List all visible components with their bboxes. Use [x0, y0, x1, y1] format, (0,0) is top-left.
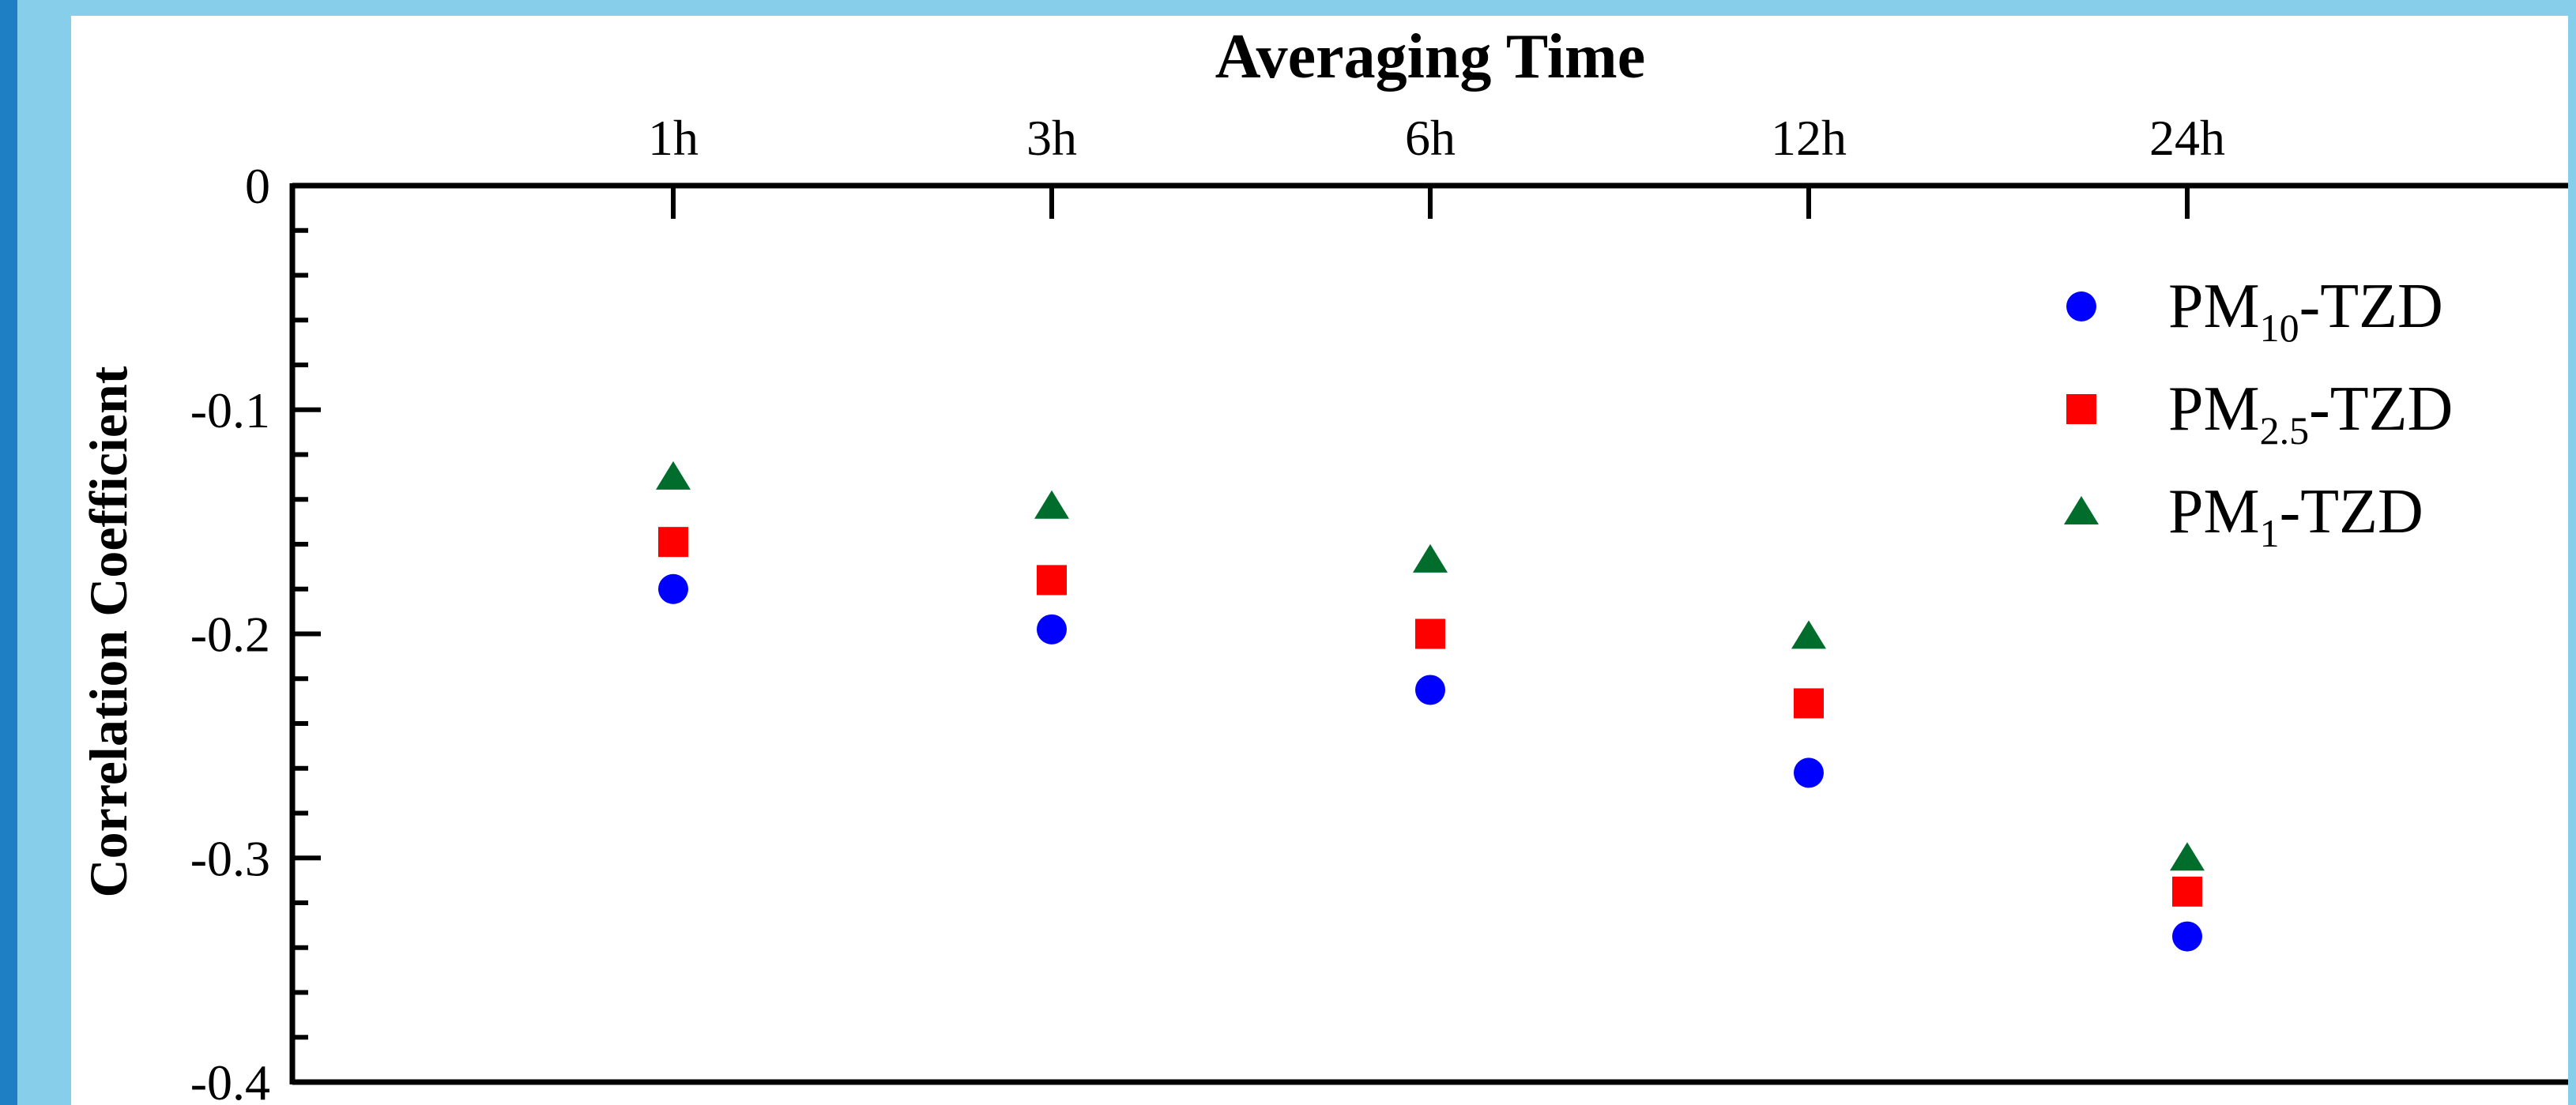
data-point-triangle	[2170, 842, 2205, 871]
data-point-square	[2172, 876, 2202, 907]
x-tick-label: 24h	[2149, 110, 2225, 166]
x-tick-label: 1h	[648, 110, 699, 166]
y-tick-label: 0	[245, 158, 270, 214]
data-point-triangle	[1413, 543, 1448, 573]
legend-label: PM2.5-TZD	[2168, 374, 2453, 453]
data-point-circle	[1037, 614, 1067, 645]
data-point-square	[658, 527, 688, 558]
left-edge-stripe	[0, 0, 17, 1105]
chart-title: Averaging Time	[1215, 22, 1645, 92]
legend-label: PM10-TZD	[2168, 272, 2443, 350]
y-tick-label: -0.2	[190, 607, 270, 663]
data-point-triangle	[656, 460, 691, 490]
x-tick-label: 12h	[1771, 110, 1847, 166]
chart-panel	[71, 16, 2568, 1105]
legend-marker-triangle	[2064, 496, 2099, 524]
legend-label: PM1-TZD	[2168, 477, 2423, 555]
data-point-square	[1037, 565, 1067, 596]
data-point-circle	[1415, 675, 1445, 705]
data-point-square	[1415, 618, 1445, 649]
data-point-triangle	[1791, 620, 1826, 649]
data-point-circle	[2172, 921, 2202, 952]
data-point-triangle	[1034, 490, 1069, 519]
legend-marker-square	[2066, 394, 2096, 424]
x-tick-label: 6h	[1405, 110, 1456, 166]
y-axis-label: Correlation Coefficient	[78, 366, 138, 897]
data-point-square	[1794, 688, 1824, 719]
legend-marker-circle	[2066, 291, 2096, 321]
x-tick-label: 3h	[1026, 110, 1077, 166]
y-tick-label: -0.3	[190, 830, 270, 886]
y-tick-label: -0.1	[190, 382, 270, 438]
y-tick-label: -0.4	[190, 1054, 270, 1105]
data-point-circle	[658, 573, 688, 604]
data-point-circle	[1794, 757, 1824, 788]
